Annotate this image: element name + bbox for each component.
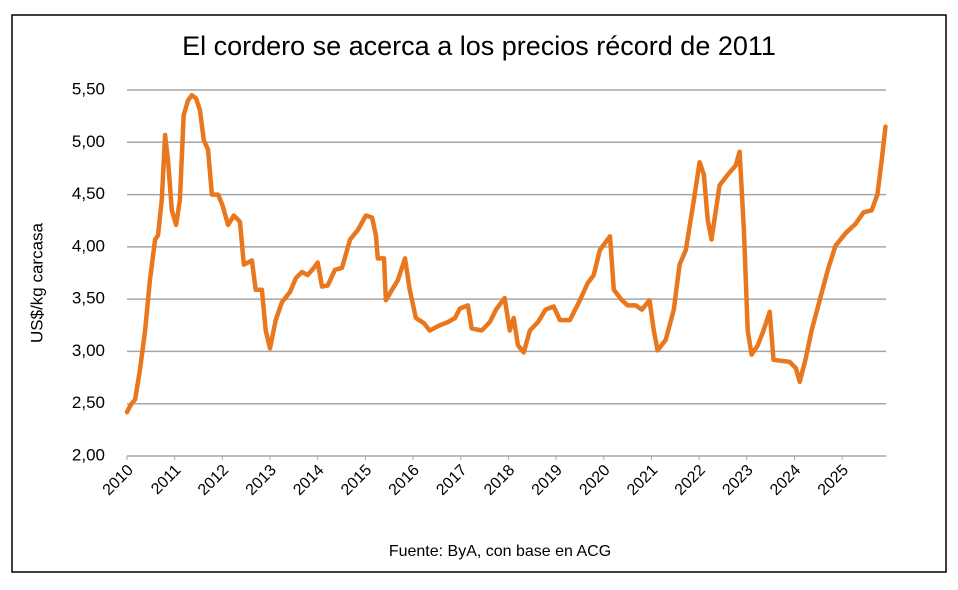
source-note: Fuente: ByA, con base en ACG [389, 543, 611, 560]
y-tick-label: 4,00 [72, 236, 105, 255]
chart-title: El cordero se acerca a los precios récor… [182, 31, 776, 61]
chart-frame [11, 14, 947, 573]
y-tick-label: 3,00 [72, 341, 105, 360]
y-tick-label: 5,00 [72, 132, 105, 151]
y-tick-label: 2,00 [72, 445, 105, 464]
y-tick-label: 2,50 [72, 393, 105, 412]
y-tick-label: 3,50 [72, 289, 105, 308]
y-tick-label: 4,50 [72, 184, 105, 203]
y-axis-label: US$/kg carcasa [27, 222, 46, 343]
y-tick-label: 5,50 [72, 79, 105, 98]
data-line [124, 92, 888, 415]
